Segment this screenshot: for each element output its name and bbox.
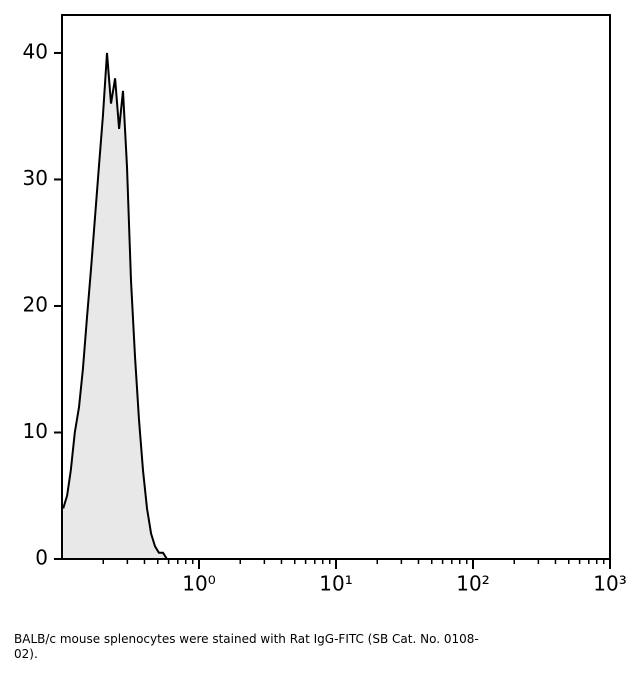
- y-tick-label: 40: [23, 39, 48, 63]
- x-tick-label: 10⁰: [182, 572, 215, 596]
- y-tick-label: 10: [23, 419, 48, 443]
- x-tick-label: 10²: [456, 572, 489, 596]
- y-tick-label: 0: [35, 546, 48, 570]
- y-tick-label: 30: [23, 166, 48, 190]
- y-tick-label: 20: [23, 292, 48, 316]
- histogram-fill: [63, 53, 610, 559]
- histogram-line: [62, 52, 610, 560]
- x-tick-label: 10³: [593, 572, 626, 596]
- chart: 0 10 20 30 40 10⁰ 10¹ 10² 10³: [23, 14, 627, 596]
- x-tick-label: 10¹: [319, 572, 352, 596]
- caption: BALB/c mouse splenocytes were stained wi…: [14, 632, 479, 661]
